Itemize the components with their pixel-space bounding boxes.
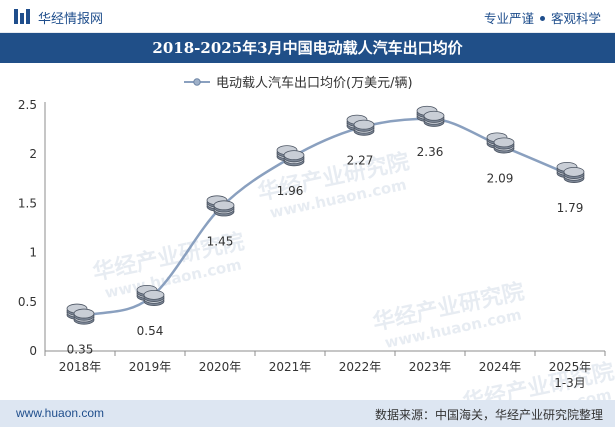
coin-face bbox=[143, 289, 165, 300]
data-label: 0.35 bbox=[67, 343, 94, 357]
coin-face bbox=[423, 110, 445, 121]
legend: 电动载人汽车出口均价(万美元/辆) bbox=[184, 75, 413, 91]
data-point-coin-stack-icon bbox=[136, 284, 165, 306]
x-tick-label: 2023年 bbox=[409, 360, 452, 374]
huajing-logo-icon bbox=[14, 9, 30, 24]
legend-label: 电动载人汽车出口均价(万美元/辆) bbox=[216, 75, 413, 91]
x-tick-label: 2022年 bbox=[339, 360, 382, 374]
data-label: 1.96 bbox=[277, 184, 304, 198]
data-point-coin-stack-icon bbox=[66, 303, 95, 325]
legend-marker-icon bbox=[193, 78, 201, 86]
data-source: 数据来源：中国海关，华经产业研究院整理 bbox=[374, 408, 603, 422]
x-tick-label: 2021年 bbox=[269, 360, 312, 374]
x-tick-label: 1-3月 bbox=[554, 376, 586, 390]
separator-dot-icon bbox=[539, 16, 545, 21]
slogan-tag-1: 专业严谨 bbox=[483, 11, 534, 26]
x-tick-label: 2020年 bbox=[199, 360, 242, 374]
x-tick-label: 2019年 bbox=[129, 360, 172, 374]
x-tick-label: 2024年 bbox=[479, 360, 522, 374]
footer-bar: www.huaon.com 数据来源：中国海关，华经产业研究院整理 bbox=[0, 400, 615, 427]
line-chart: 华经产业研究院www.huaon.com华经产业研究院www.huaon.com… bbox=[18, 75, 615, 427]
data-label: 0.54 bbox=[137, 324, 164, 338]
y-tick-label: 1 bbox=[29, 246, 37, 260]
brand-name: 华经情报网 bbox=[38, 12, 104, 27]
coin-face bbox=[493, 137, 515, 148]
data-label: 1.45 bbox=[207, 234, 234, 248]
slogan: 专业严谨 客观科学 bbox=[484, 8, 601, 27]
slogan-tag-2: 客观科学 bbox=[550, 11, 601, 26]
data-point-coin-stack-icon bbox=[346, 114, 375, 136]
y-tick-label: 0 bbox=[29, 344, 37, 358]
y-tick-label: 0.5 bbox=[18, 295, 37, 309]
footer-url[interactable]: www.huaon.com bbox=[16, 406, 105, 420]
coin-face bbox=[353, 119, 375, 130]
y-tick-label: 2.5 bbox=[18, 98, 37, 112]
data-point-coin-stack-icon bbox=[416, 105, 445, 127]
chart-area: 华经产业研究院 www.huaon.com 华经产业研究院 www.huaon.com… bbox=[0, 64, 615, 427]
data-label: 2.27 bbox=[347, 154, 374, 168]
y-tick-label: 2 bbox=[29, 147, 37, 161]
data-point-coin-stack-icon bbox=[486, 132, 515, 154]
data-point-coin-stack-icon bbox=[276, 145, 305, 167]
data-point-coin-stack-icon bbox=[206, 195, 235, 217]
coin-face bbox=[283, 150, 305, 161]
x-tick-label: 2025年 bbox=[549, 360, 592, 374]
coin-face bbox=[213, 200, 235, 211]
coin-face bbox=[563, 166, 585, 177]
data-label: 2.36 bbox=[417, 145, 444, 159]
data-label: 2.09 bbox=[487, 171, 514, 185]
y-tick-label: 1.5 bbox=[18, 196, 37, 210]
x-tick-label: 2018年 bbox=[59, 360, 102, 374]
data-point-coin-stack-icon bbox=[556, 161, 585, 183]
chart-title: 2018-2025年3月中国电动载人汽车出口均价 bbox=[0, 33, 615, 63]
data-label: 1.79 bbox=[557, 201, 584, 215]
header-bar: 华经情报网 专业严谨 客观科学 bbox=[0, 0, 615, 33]
coin-face bbox=[73, 308, 95, 319]
